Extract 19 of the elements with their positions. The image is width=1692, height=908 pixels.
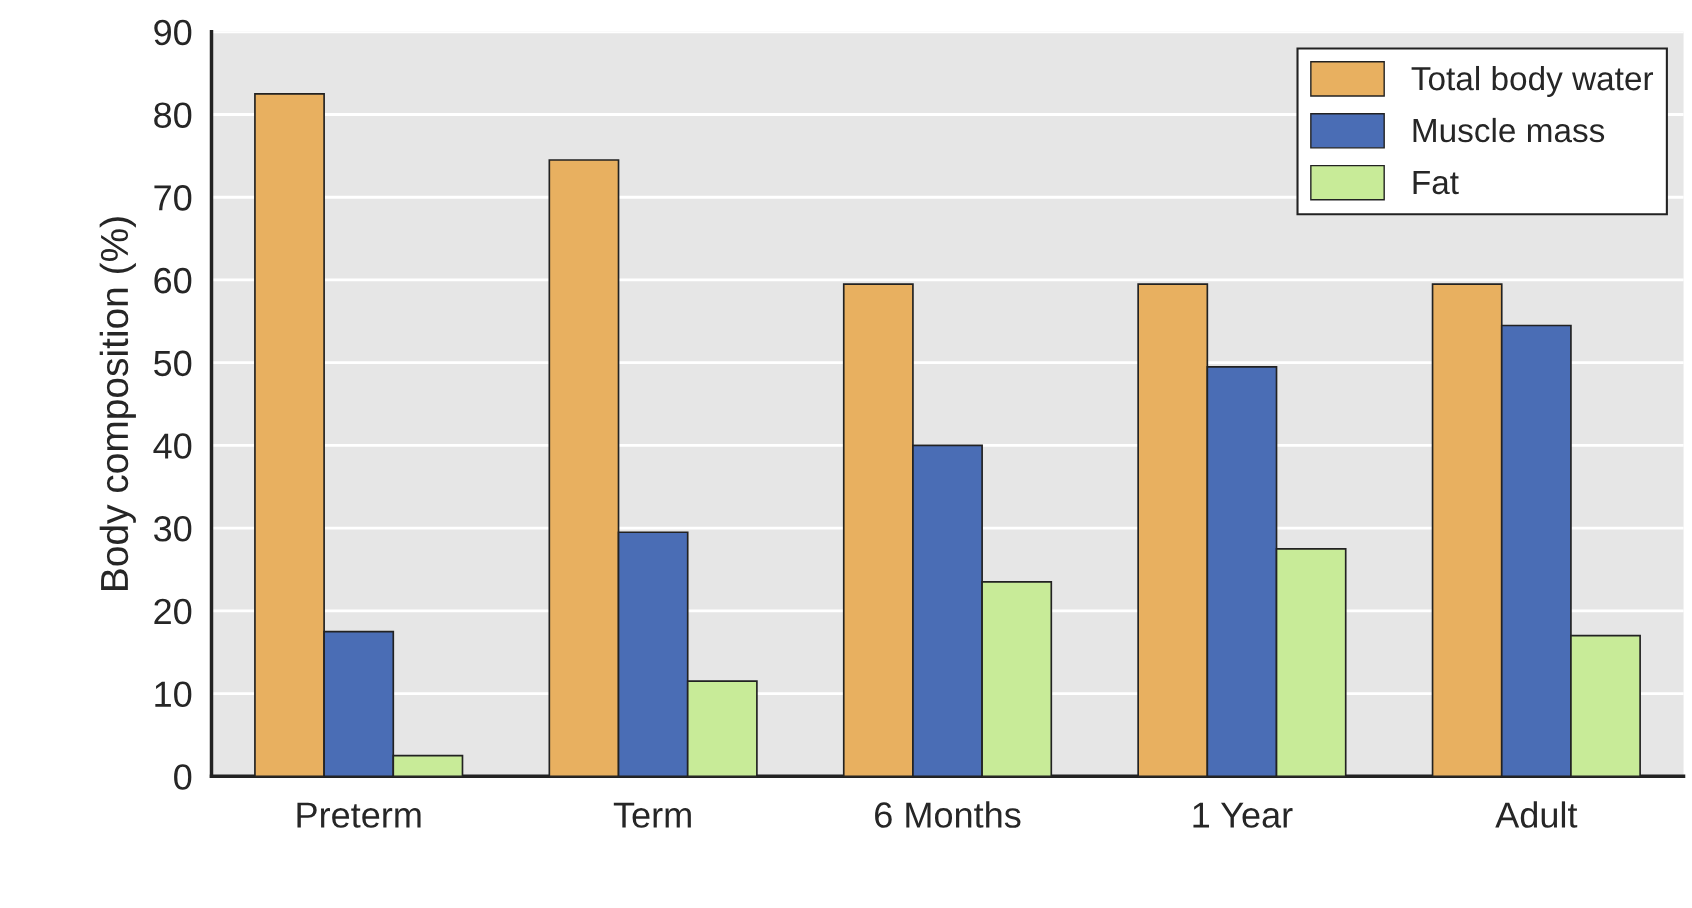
legend-label: Total body water xyxy=(1411,65,1653,98)
y-tick-label: 20 xyxy=(154,598,192,625)
y-tick-label: 40 xyxy=(153,433,192,459)
x-tick-label: 1 Year xyxy=(1193,802,1293,828)
y-tick-label: 0 xyxy=(174,764,192,790)
y-tick-label: 80 xyxy=(154,102,192,128)
y-tick-label: 10 xyxy=(155,681,192,708)
x-tick-label: 6 Months xyxy=(875,801,1021,828)
legend-label: Muscle mass xyxy=(1413,117,1605,143)
legend-label: Fat xyxy=(1413,171,1459,195)
x-tick-label: Term xyxy=(613,802,691,828)
y-tick-label: 50 xyxy=(154,350,192,377)
y-axis-title: Body composition (%) xyxy=(99,217,136,590)
y-tick-label: 30 xyxy=(153,516,192,542)
y-tick-label: 60 xyxy=(154,267,192,294)
x-tick-label: Preterm xyxy=(297,802,421,828)
y-tick-label: 70 xyxy=(154,185,192,211)
y-tick-label: 90 xyxy=(154,19,192,46)
x-tick-label: Adult xyxy=(1495,801,1578,828)
